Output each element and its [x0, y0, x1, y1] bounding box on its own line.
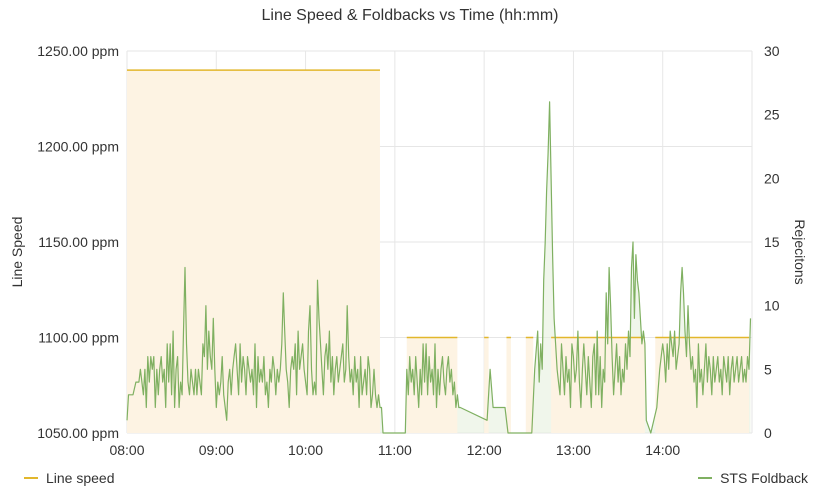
chart-title: Line Speed & Foldbacks vs Time (hh:mm) [261, 7, 558, 24]
legend-line-speed[interactable]: Line speed [24, 470, 115, 486]
sts-foldback-series [126, 101, 752, 434]
sts-foldback-line [126, 101, 752, 434]
y2-axis-label: Rejecitons [792, 219, 808, 284]
y-tick-label: 1050.00 ppm [37, 425, 119, 441]
y-tick-label: 1200.00 ppm [37, 139, 119, 155]
line-speed-area [406, 337, 458, 433]
line-speed-chart: Line Speed & Foldbacks vs Time (hh:mm) 1… [9, 7, 808, 458]
x-tick-label: 13:00 [556, 442, 591, 458]
y2-tick-label: 25 [764, 107, 780, 123]
line-speed-area [506, 337, 511, 433]
y2-tick-label: 30 [764, 43, 780, 59]
y-axis-label: Line Speed [9, 217, 25, 288]
y-tick-label: 1150.00 ppm [38, 234, 119, 250]
y2-tick-label: 15 [764, 234, 780, 250]
legend-sts-foldback[interactable]: STS Foldback [698, 470, 808, 486]
x-tick-label: 10:00 [288, 442, 323, 458]
x-tick-label: 12:00 [467, 442, 502, 458]
legend-sts-foldback-label: STS Foldback [720, 470, 808, 486]
sts-foldback-swatch-icon [698, 477, 713, 479]
y2-tick-label: 0 [764, 425, 772, 441]
line-speed-swatch-icon [24, 477, 38, 479]
axis-tick-labels: 1050.00 ppm 1100.00 ppm 1150.00 ppm 1200.00… [37, 43, 780, 458]
x-tick-label: 08:00 [109, 442, 144, 458]
line-speed-area [525, 337, 534, 433]
y-tick-label: 1250.00 ppm [37, 43, 119, 59]
y2-tick-label: 5 [764, 361, 772, 377]
legend-line-speed-label: Line speed [46, 470, 115, 486]
x-tick-label: 09:00 [199, 442, 234, 458]
x-tick-label: 14:00 [645, 442, 680, 458]
line-speed-area [484, 337, 489, 433]
y2-tick-label: 20 [764, 170, 780, 186]
x-tick-label: 11:00 [378, 442, 412, 458]
y2-tick-label: 10 [764, 298, 780, 314]
y-tick-label: 1100.00 ppm [38, 330, 119, 346]
